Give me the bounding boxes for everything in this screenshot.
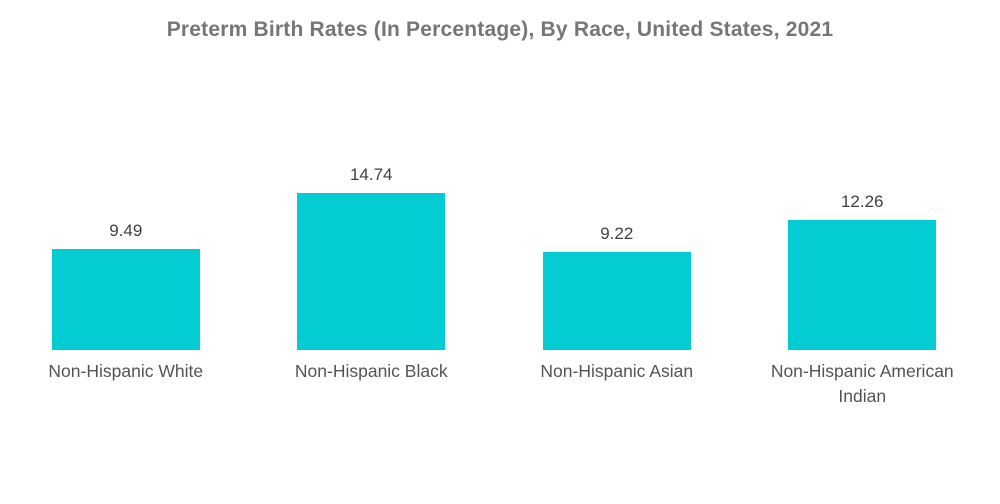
value-label: 9.22 [600,224,634,243]
category-label-non-hispanic-asian: Non-Hispanic Asian [540,361,694,381]
bar-non-hispanic-black [297,193,446,350]
value-label: 12.26 [840,192,884,211]
chart-title: Preterm Birth Rates (In Percentage), By … [166,18,834,41]
bar-non-hispanic-american-indian [788,220,937,350]
value-label: 14.74 [349,165,393,184]
category-label-non-hispanic-black: Non-Hispanic Black [294,361,448,381]
bar-group-non-hispanic-black: 14.74 [249,164,495,350]
bar-group-non-hispanic-asian: 9.22 [494,223,740,350]
bar-group-non-hispanic-american-indian: 12.26 [740,191,986,350]
bar-non-hispanic-asian [542,252,691,350]
bar-group-non-hispanic-white: 9.49 [3,220,249,350]
category-label-non-hispanic-white: Non-Hispanic White [48,361,204,381]
value-label: 9.49 [109,221,143,240]
category-label-non-hispanic-american-indian: Non-Hispanic American Indian [770,361,954,406]
plot-area: 9.49 14.74 9.22 12.26 [3,0,985,350]
bar-non-hispanic-white [51,249,200,350]
category-axis: Non-Hispanic White Non-Hispanic Black No… [3,359,985,409]
